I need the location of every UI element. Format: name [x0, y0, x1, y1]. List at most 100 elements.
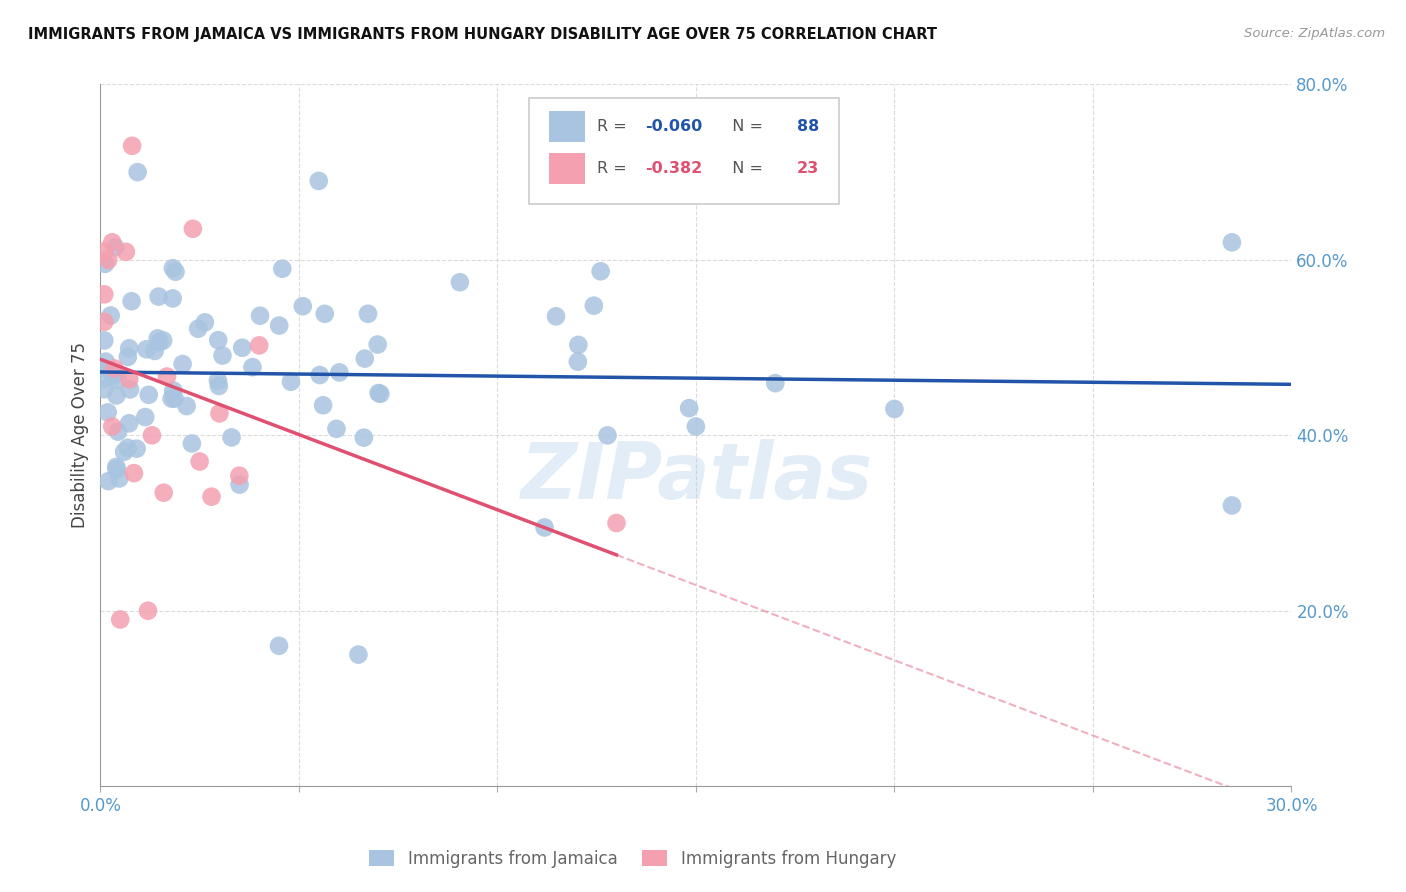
Point: [103, 368, 125, 383]
Point: [605, 516, 627, 530]
Point: [136, 604, 159, 618]
FancyBboxPatch shape: [550, 153, 585, 185]
Point: [156, 369, 179, 384]
Point: [146, 331, 169, 345]
Point: [105, 462, 128, 476]
Point: [567, 355, 589, 369]
Point: [138, 388, 160, 402]
Point: [211, 349, 233, 363]
Point: [188, 454, 211, 468]
Point: [242, 360, 264, 375]
Text: N =: N =: [723, 119, 768, 134]
Point: [308, 368, 330, 382]
Text: 23: 23: [797, 161, 820, 176]
FancyBboxPatch shape: [529, 98, 839, 203]
Point: [267, 639, 290, 653]
Point: [148, 290, 170, 304]
Point: [231, 341, 253, 355]
Point: [162, 261, 184, 276]
Point: [271, 261, 294, 276]
Point: [117, 350, 139, 364]
Point: [115, 244, 138, 259]
Point: [567, 338, 589, 352]
Point: [172, 357, 194, 371]
Point: [162, 384, 184, 398]
Point: [269, 318, 291, 333]
Point: [112, 445, 135, 459]
Point: [347, 648, 370, 662]
Point: [207, 374, 229, 388]
Point: [582, 299, 605, 313]
Point: [160, 392, 183, 406]
Point: [105, 459, 128, 474]
Point: [141, 428, 163, 442]
Point: [94, 257, 117, 271]
Point: [108, 471, 131, 485]
Point: [367, 337, 389, 351]
Point: [533, 520, 555, 534]
Point: [228, 477, 250, 491]
Point: [685, 419, 707, 434]
Point: [325, 422, 347, 436]
Point: [93, 287, 115, 301]
Point: [449, 275, 471, 289]
Text: -0.382: -0.382: [645, 161, 702, 176]
Point: [101, 368, 124, 382]
Point: [370, 387, 392, 401]
Point: [101, 419, 124, 434]
Point: [93, 315, 115, 329]
Point: [208, 379, 231, 393]
Point: [108, 612, 131, 626]
Point: [353, 431, 375, 445]
Point: [247, 338, 270, 352]
Point: [94, 354, 117, 368]
Point: [181, 221, 204, 235]
Point: [180, 436, 202, 450]
Y-axis label: Disability Age Over 75: Disability Age Over 75: [72, 343, 89, 528]
Point: [353, 351, 375, 366]
Point: [125, 442, 148, 456]
Text: 88: 88: [797, 119, 820, 134]
Point: [280, 375, 302, 389]
Point: [134, 410, 156, 425]
Point: [97, 252, 120, 267]
Point: [121, 294, 143, 309]
Point: [314, 307, 336, 321]
Point: [104, 240, 127, 254]
Point: [1220, 235, 1243, 250]
Point: [221, 430, 243, 444]
Point: [118, 341, 141, 355]
Point: [883, 401, 905, 416]
Text: Source: ZipAtlas.com: Source: ZipAtlas.com: [1244, 27, 1385, 40]
Point: [367, 386, 389, 401]
Point: [100, 309, 122, 323]
Text: R =: R =: [598, 161, 631, 176]
Point: [544, 310, 567, 324]
Point: [93, 372, 115, 386]
Point: [93, 334, 115, 348]
Point: [200, 490, 222, 504]
Point: [176, 399, 198, 413]
Point: [152, 334, 174, 348]
Point: [763, 376, 786, 391]
Point: [163, 392, 186, 406]
Point: [118, 417, 141, 431]
Point: [678, 401, 700, 416]
Point: [135, 343, 157, 357]
Point: [121, 138, 143, 153]
Point: [118, 372, 141, 386]
Point: [107, 425, 129, 439]
Point: [93, 244, 115, 259]
Text: N =: N =: [723, 161, 768, 176]
Point: [194, 315, 217, 329]
Point: [118, 383, 141, 397]
Point: [143, 343, 166, 358]
Point: [312, 398, 335, 412]
Point: [291, 299, 314, 313]
Point: [122, 466, 145, 480]
Text: -0.060: -0.060: [645, 119, 702, 134]
Point: [207, 333, 229, 347]
Point: [93, 382, 115, 396]
Point: [308, 174, 330, 188]
Point: [328, 365, 350, 379]
